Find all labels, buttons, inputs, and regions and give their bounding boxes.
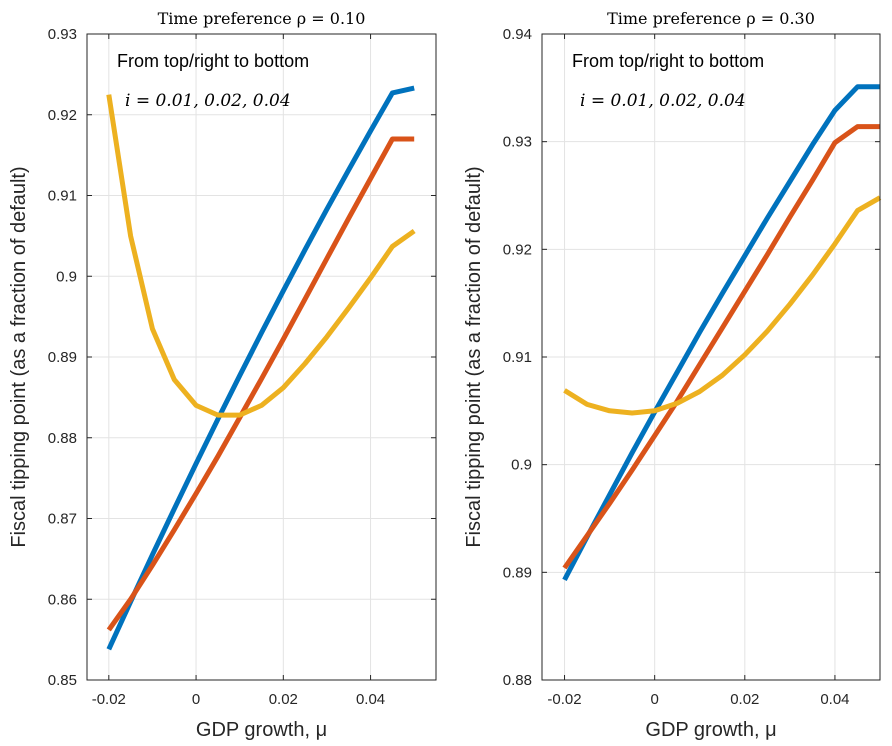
y-tick-label: 0.91 [503, 349, 532, 366]
y-tick-label: 0.94 [503, 26, 532, 43]
chart-title: Time preference ρ = 0.10 [158, 9, 366, 28]
annotation-line-2: i = 0.01, 0.02, 0.04 [580, 91, 746, 111]
y-tick-label: 0.92 [503, 241, 532, 258]
y-tick-label: 0.9 [56, 268, 77, 285]
left-panel: -0.02 0 0.02 0.04 0.85 0.86 0.87 0.88 0.89 0.9 0.9… [8, 9, 437, 741]
y-tick-label: 0.93 [48, 26, 77, 43]
y-axis-label: Fiscal tipping point (as a fraction of d… [463, 166, 485, 547]
x-tick-label: 0 [650, 691, 658, 708]
x-tick-label: 0 [192, 691, 200, 708]
y-tick-label: 0.89 [48, 349, 77, 366]
series-line-2 [106, 94, 416, 418]
axes-box [86, 33, 437, 681]
axes-box [541, 33, 881, 681]
x-axis-label: GDP growth, μ [645, 719, 776, 741]
y-tick-label: 0.91 [48, 188, 77, 205]
y-tick-label: 0.85 [48, 672, 77, 689]
y-tick-label: 0.86 [48, 591, 77, 608]
y-tick-label: 0.87 [48, 511, 77, 528]
x-tick-label: 0.02 [269, 691, 298, 708]
y-axis-label: Fiscal tipping point (as a fraction of d… [8, 166, 30, 547]
x-tick-label: 0.04 [820, 691, 849, 708]
annotation-line-1: From top/right to bottom [572, 51, 764, 71]
y-tick-label: 0.89 [503, 564, 532, 581]
y-tick-label: 0.88 [503, 672, 532, 689]
y-tick-label: 0.92 [48, 107, 77, 124]
annotation-line-1: From top/right to bottom [117, 51, 309, 71]
chart-title: Time preference ρ = 0.30 [607, 9, 815, 28]
annotation-line-2: i = 0.01, 0.02, 0.04 [125, 91, 291, 111]
x-axis-label: GDP growth, μ [196, 719, 327, 741]
y-tick-label: 0.88 [48, 430, 77, 447]
x-tick-label: 0.02 [730, 691, 759, 708]
x-tick-label: -0.02 [547, 691, 581, 708]
series-line-1 [106, 136, 415, 632]
x-tick-label: -0.02 [92, 691, 126, 708]
series-line-0 [562, 84, 880, 582]
series-line-2 [563, 195, 882, 416]
series-line-0 [106, 85, 415, 651]
y-tick-label: 0.93 [503, 134, 532, 151]
y-tick-label: 0.9 [511, 457, 532, 474]
right-panel: -0.02 0 0.02 0.04 0.88 0.89 0.9 0.91 0.92 0.93 0.9… [463, 9, 882, 741]
x-tick-label: 0.04 [356, 691, 385, 708]
series-line-1 [562, 124, 880, 570]
